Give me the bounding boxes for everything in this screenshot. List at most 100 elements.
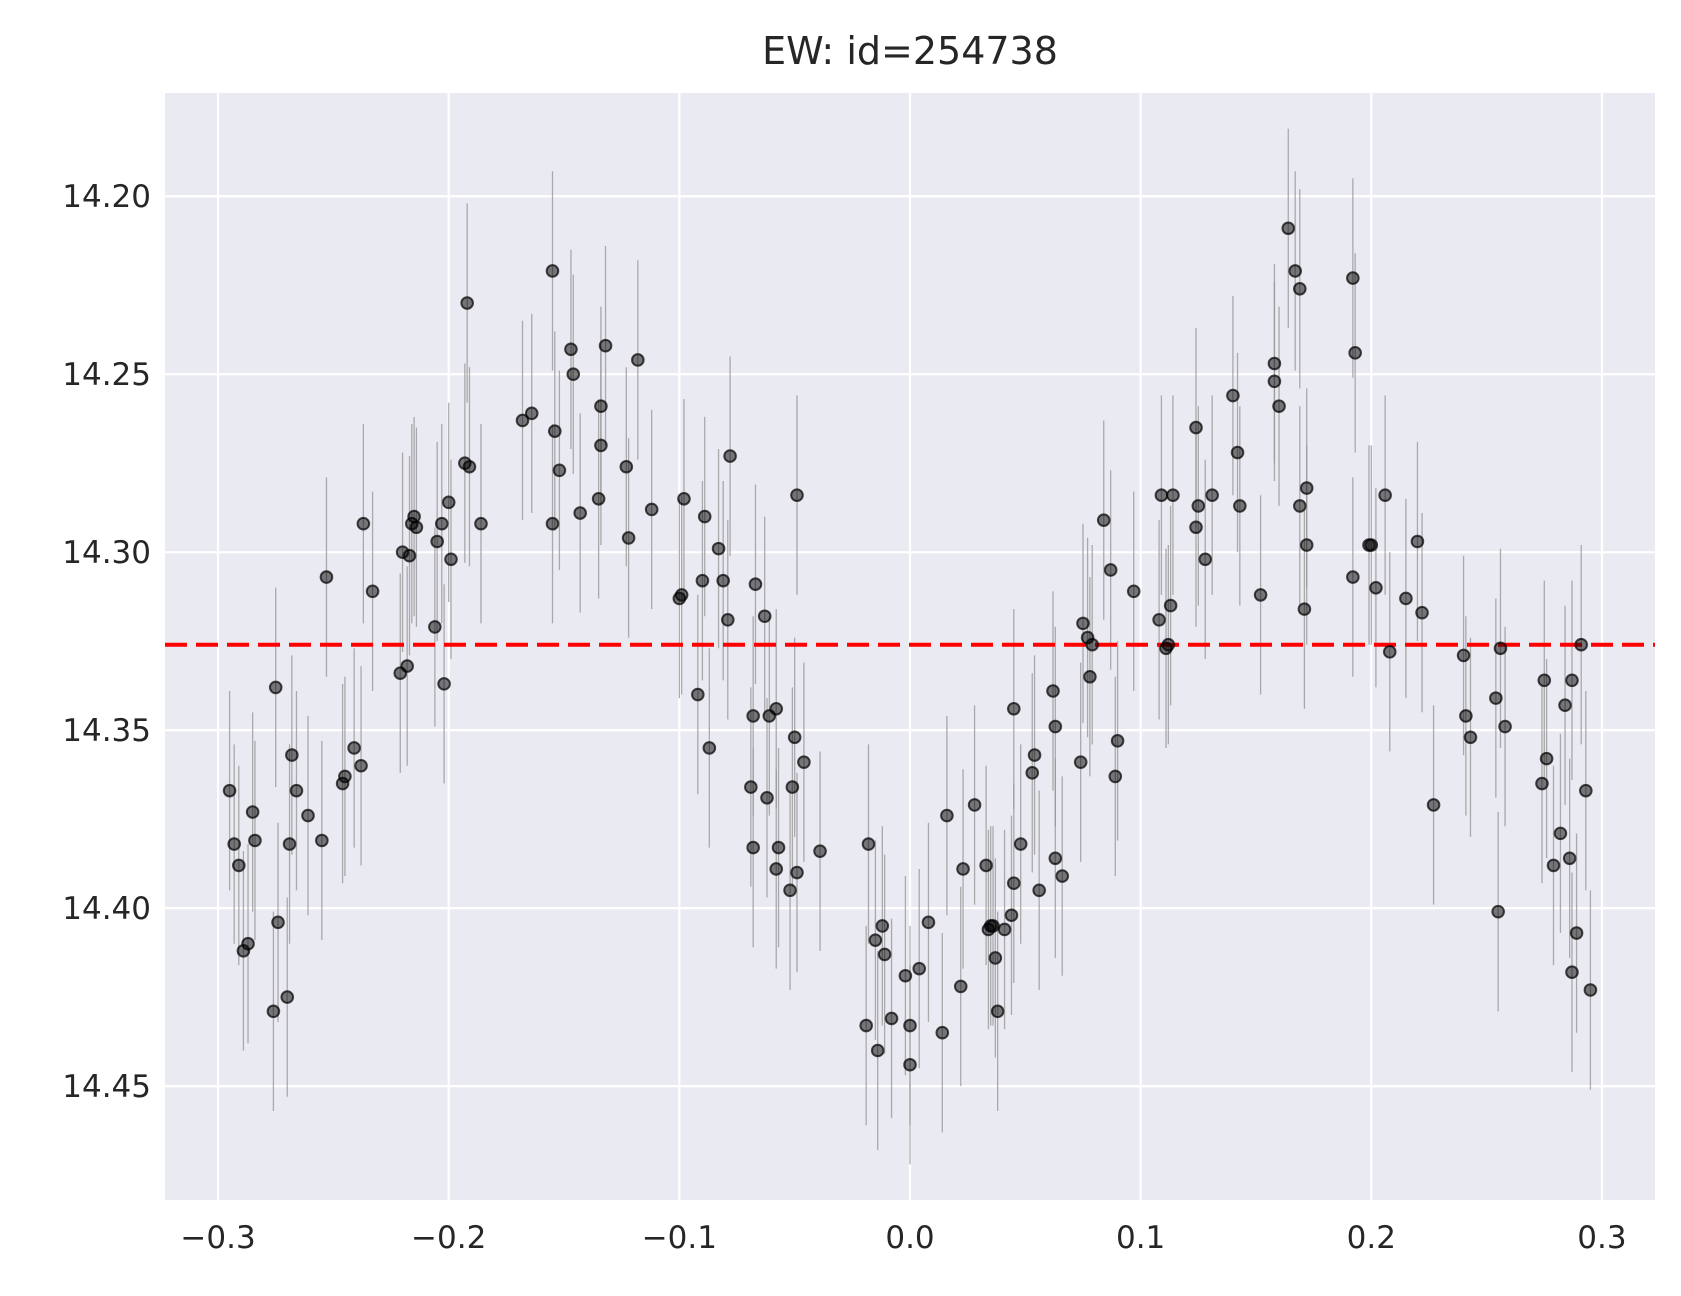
x-tick-label: −0.1: [642, 1220, 717, 1256]
data-point: [1288, 264, 1302, 278]
data-point: [813, 844, 827, 858]
data-point: [409, 520, 424, 535]
data-point: [1048, 851, 1063, 866]
data-point: [1579, 783, 1593, 798]
data-point: [241, 936, 255, 951]
data-point: [1535, 776, 1549, 791]
data-point: [1083, 669, 1097, 684]
data-point: [547, 424, 562, 438]
data-point: [769, 862, 784, 876]
data-point: [1110, 734, 1125, 748]
data-point: [674, 588, 689, 602]
data-point: [1046, 684, 1060, 698]
data-point: [552, 463, 567, 478]
data-point: [400, 659, 414, 673]
data-point: [227, 837, 241, 851]
data-point: [1233, 499, 1247, 513]
data-point: [1378, 488, 1392, 503]
data-point: [1292, 499, 1307, 513]
data-point: [1562, 851, 1577, 866]
data-point: [1006, 701, 1021, 716]
data-point: [748, 577, 763, 592]
data-point: [402, 548, 417, 563]
data-point: [797, 755, 811, 769]
y-tick-label: 14.40: [62, 891, 151, 927]
y-tick-label: 14.35: [62, 713, 151, 749]
data-point: [723, 449, 737, 463]
data-point: [1055, 869, 1070, 883]
data-point: [1267, 356, 1282, 371]
data-point: [956, 862, 970, 876]
data-point: [545, 516, 560, 531]
y-tick-label: 14.45: [62, 1069, 151, 1105]
data-point: [790, 488, 804, 503]
x-tick-label: 0.3: [1577, 1220, 1626, 1256]
data-point: [1537, 673, 1552, 688]
data-point: [1103, 563, 1118, 577]
data-point: [1027, 748, 1042, 762]
data-point: [460, 296, 474, 310]
data-point: [644, 502, 659, 517]
data-point: [697, 509, 712, 524]
data-point: [884, 1011, 899, 1026]
data-point: [1126, 584, 1141, 599]
data-point: [1281, 221, 1296, 236]
data-point: [859, 1018, 873, 1033]
data-point: [462, 459, 477, 474]
data-point: [1456, 648, 1471, 663]
data-point: [365, 584, 380, 599]
x-tick-labels: −0.3 −0.2 −0.1 0.0 0.1 0.2 0.3: [180, 1220, 1626, 1256]
data-point: [1410, 534, 1425, 549]
data-point: [702, 741, 717, 755]
data-point: [266, 1004, 281, 1019]
data-point: [677, 491, 691, 506]
data-point: [1189, 420, 1203, 435]
data-point: [1553, 826, 1568, 841]
data-point: [1205, 488, 1219, 503]
data-point: [407, 509, 421, 524]
data-point: [282, 837, 297, 851]
data-point: [1048, 719, 1063, 734]
data-point: [621, 531, 636, 545]
x-tick-label: −0.2: [411, 1220, 486, 1256]
data-point: [1463, 730, 1478, 745]
data-point: [1267, 374, 1282, 389]
data-point: [903, 1018, 917, 1033]
data-point: [921, 915, 936, 930]
data-point: [1565, 673, 1579, 688]
data-point: [1426, 798, 1441, 812]
data-point: [1546, 858, 1561, 873]
data-point: [746, 709, 760, 723]
data-point: [744, 780, 758, 794]
data-point: [1161, 637, 1176, 652]
data-point: [1565, 965, 1579, 979]
data-point: [1253, 588, 1268, 602]
data-point: [1297, 602, 1312, 616]
data-point: [222, 783, 237, 798]
data-point: [428, 620, 442, 634]
data-point: [591, 491, 606, 506]
x-tick-label: 0.0: [885, 1220, 934, 1256]
data-point: [280, 990, 295, 1004]
data-point: [444, 552, 458, 567]
data-point: [1154, 488, 1169, 503]
data-point: [1073, 755, 1088, 769]
x-tick-label: 0.1: [1116, 1220, 1165, 1256]
data-point: [245, 805, 260, 819]
data-point: [1163, 598, 1178, 613]
data-point: [1189, 520, 1203, 535]
data-point: [1085, 637, 1100, 652]
data-point: [1348, 346, 1362, 360]
data-point: [319, 570, 334, 584]
data-point: [1299, 538, 1314, 552]
data-point: [1292, 281, 1307, 296]
data-point: [566, 367, 581, 381]
data-points: [222, 221, 1598, 1072]
y-tick-label: 14.25: [62, 357, 151, 393]
data-point: [1299, 481, 1314, 495]
data-point: [1491, 904, 1505, 919]
data-point: [861, 837, 876, 851]
data-point: [935, 1025, 950, 1040]
data-point: [338, 769, 352, 784]
data-point: [268, 680, 283, 695]
